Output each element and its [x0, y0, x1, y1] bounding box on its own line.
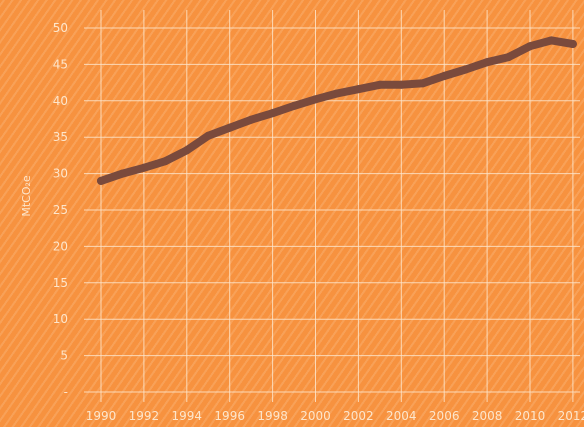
data-point	[483, 58, 492, 67]
x-tick-label: 2008	[472, 409, 503, 423]
x-tick-label: 2012	[558, 409, 584, 423]
data-point	[182, 146, 191, 155]
x-tick-label: 1996	[214, 409, 245, 423]
data-point	[440, 72, 449, 81]
y-tick-label: 5	[60, 349, 68, 363]
y-tick-label: 35	[53, 130, 68, 144]
x-tick-label: 1998	[257, 409, 288, 423]
x-tick-label: 1990	[86, 409, 117, 423]
data-point	[311, 95, 320, 104]
y-tick-label: 20	[53, 239, 68, 253]
data-point	[139, 163, 148, 172]
data-point	[225, 123, 234, 132]
y-tick-label: 50	[53, 21, 68, 35]
data-point	[568, 40, 577, 49]
x-tick-label: 1994	[172, 409, 203, 423]
data-point	[547, 36, 556, 45]
x-tick-label: 2002	[343, 409, 374, 423]
y-tick-label: -	[64, 385, 68, 399]
x-tick-label: 2000	[300, 409, 331, 423]
y-tick-label: 15	[53, 276, 68, 290]
x-tick-label: 2010	[515, 409, 546, 423]
y-tick-label: 45	[53, 57, 68, 71]
data-point	[118, 169, 127, 178]
data-point	[354, 85, 363, 94]
emissions-line	[97, 36, 577, 185]
data-point	[204, 131, 213, 140]
data-point	[504, 53, 513, 62]
x-tick-label: 2004	[386, 409, 417, 423]
x-tick-label: 1992	[129, 409, 160, 423]
data-point	[375, 80, 384, 89]
y-tick-label: 30	[53, 167, 68, 181]
x-tick-label: 2006	[429, 409, 460, 423]
data-point	[247, 115, 256, 124]
data-point	[161, 157, 170, 166]
data-point	[418, 79, 427, 88]
data-point	[290, 101, 299, 110]
y-tick-label: 10	[53, 312, 68, 326]
y-tick-label: 40	[53, 94, 68, 108]
data-point	[268, 109, 277, 118]
y-tick-label: 25	[53, 203, 68, 217]
data-point	[397, 80, 406, 89]
y-axis-label: MtCO₂e	[20, 175, 33, 217]
data-point	[332, 89, 341, 98]
data-point	[461, 65, 470, 74]
data-point	[97, 176, 105, 185]
data-point	[526, 42, 534, 51]
